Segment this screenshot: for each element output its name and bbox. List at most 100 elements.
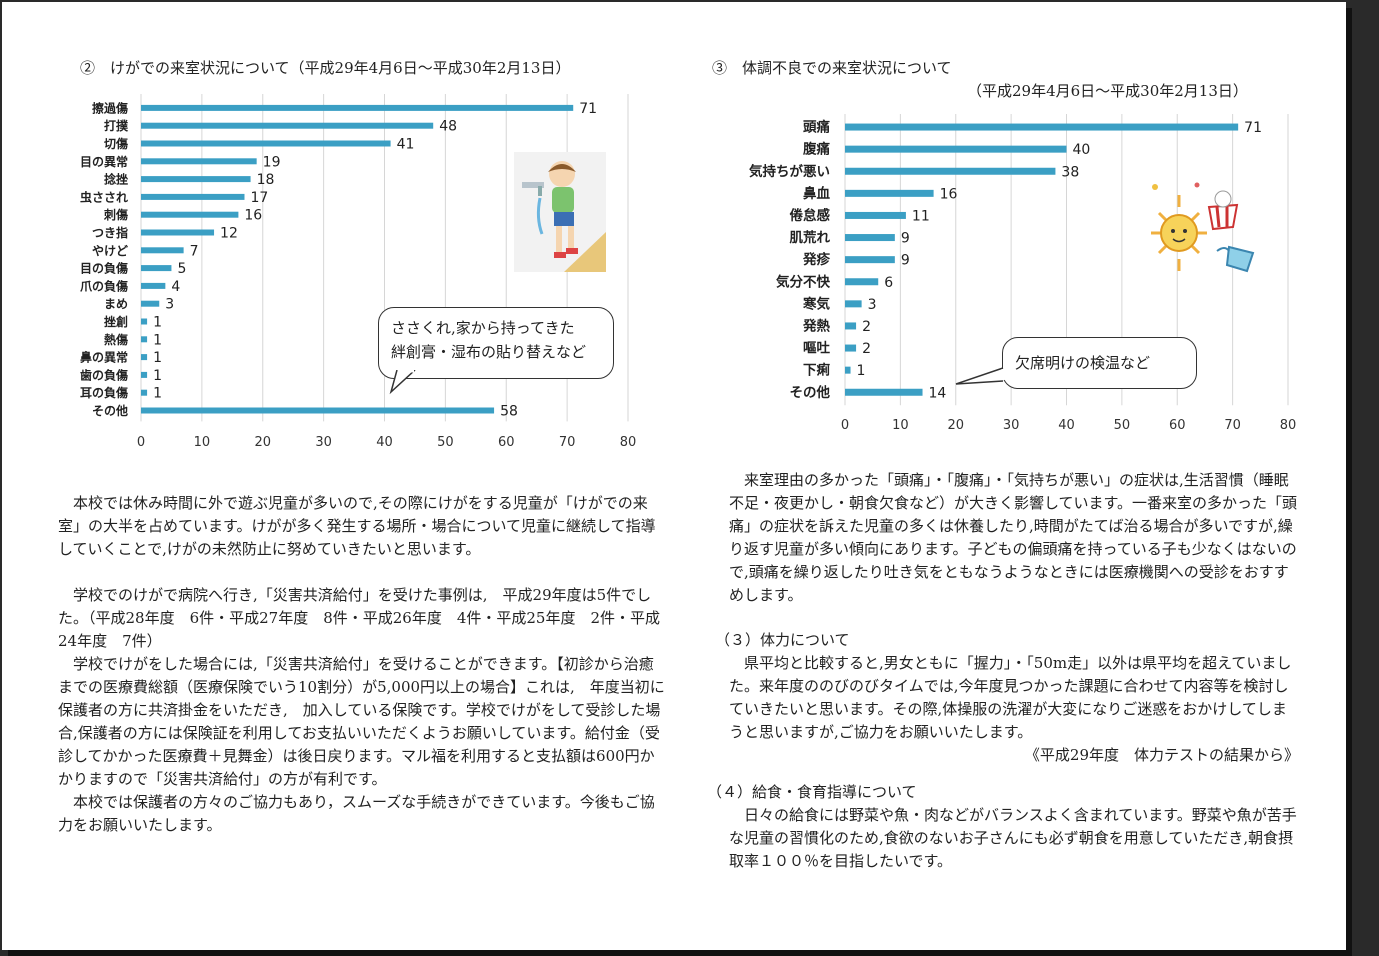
insurance-cases-paragraph: 学校でのけがで病院へ行き,「災害共済給付」を受けた事例は, 平成29年度は5件で… xyxy=(58,586,661,650)
x-tick-label: 30 xyxy=(1003,418,1020,433)
category-label: 熱傷 xyxy=(104,332,128,347)
bar xyxy=(141,371,148,378)
callout-line-2: 絆創膏・湿布の貼り替えなど xyxy=(391,343,587,361)
bar xyxy=(141,282,166,289)
bar xyxy=(141,229,215,236)
illness-paragraph: 来室理由の多かった「頭痛」・「腹痛」・「気持ちが悪い」の症状は,生活習慣（睡眠不… xyxy=(729,471,1298,604)
bar xyxy=(845,344,857,352)
data-label: 4 xyxy=(171,279,180,295)
injury-callout: ささくれ,家から持ってきた 絆創膏・湿布の貼り替えなど xyxy=(378,307,614,379)
bar xyxy=(141,104,574,111)
category-label: 嘔吐 xyxy=(803,341,831,357)
x-tick-label: 50 xyxy=(437,435,454,450)
bar xyxy=(141,211,239,218)
bar xyxy=(141,158,257,165)
data-label: 38 xyxy=(1061,164,1079,180)
x-tick-label: 30 xyxy=(315,435,332,450)
data-label: 9 xyxy=(901,231,910,247)
data-label: 58 xyxy=(500,404,518,420)
category-label: 腹痛 xyxy=(803,141,831,158)
bar xyxy=(845,366,851,374)
category-label: 気分不快 xyxy=(776,273,830,290)
category-label: 目の異常 xyxy=(80,154,128,169)
chart-illness-subtitle: （平成29年4月6日～平成30年2月13日） xyxy=(967,82,1248,100)
bar xyxy=(845,167,1056,175)
category-label: 捻挫 xyxy=(104,172,128,187)
data-label: 12 xyxy=(220,226,238,242)
x-tick-label: 20 xyxy=(254,435,271,450)
bar xyxy=(845,123,1239,131)
data-label: 71 xyxy=(1244,120,1262,136)
data-label: 18 xyxy=(257,172,275,188)
data-label: 71 xyxy=(579,101,597,117)
child-washing-illustration xyxy=(514,152,606,272)
category-label: 下痢 xyxy=(803,362,831,379)
callout-tail xyxy=(389,370,416,395)
category-label: その他 xyxy=(790,384,831,401)
data-label: 1 xyxy=(153,386,162,402)
category-label: 鼻の異常 xyxy=(80,350,128,365)
data-label: 11 xyxy=(912,208,930,224)
illness-callout: 欠席明けの検温など xyxy=(1002,337,1197,389)
x-tick-label: 80 xyxy=(620,435,637,450)
data-label: 40 xyxy=(1073,142,1091,158)
chart-illness: 0 10 20 30 40 50 60 70 80 頭痛 71 腹痛 40 気持ちが悪い 38 鼻血 16 倦怠感… xyxy=(722,114,1312,439)
data-label: 48 xyxy=(439,119,457,135)
x-tick-label: 10 xyxy=(194,435,211,450)
bar xyxy=(141,176,251,183)
bar xyxy=(141,318,148,325)
category-label: 気持ちが悪い xyxy=(749,163,830,180)
data-label: 2 xyxy=(862,319,871,335)
bar xyxy=(141,407,495,414)
bar xyxy=(845,300,862,308)
bar xyxy=(845,145,1067,153)
data-label: 6 xyxy=(884,275,893,291)
cooperation-paragraph: 本校では保護者の方々のご協力もあり，スムーズな手続きができています。今後もご協力… xyxy=(58,793,655,834)
section-3-title: （３）体力について xyxy=(715,631,850,649)
bar xyxy=(141,247,184,254)
callout-line-1: ささくれ,家から持ってきた xyxy=(391,319,575,337)
category-label: 挫創 xyxy=(104,314,128,329)
category-label: まめ xyxy=(104,297,128,311)
data-label: 14 xyxy=(929,385,947,401)
right-text-block: 来室理由の多かった「頭痛」・「腹痛」・「気持ちが悪い」の症状は,生活習慣（睡眠不… xyxy=(707,469,1299,873)
data-label: 1 xyxy=(857,363,866,379)
category-label: つき指 xyxy=(92,225,128,240)
bar xyxy=(141,300,160,307)
bar xyxy=(845,256,895,264)
category-label: 切傷 xyxy=(104,136,128,151)
bar xyxy=(845,322,857,330)
illness-callout-tail xyxy=(955,367,1005,385)
data-label: 1 xyxy=(153,332,162,348)
x-tick-label: 80 xyxy=(1280,418,1297,433)
injury-paragraph: 本校では休み時間に外で遊ぶ児童が多いので,その際にけがをする児童が「けがでの来室… xyxy=(58,494,656,558)
x-tick-label: 0 xyxy=(841,418,849,433)
x-tick-label: 50 xyxy=(1114,418,1131,433)
x-tick-label: 40 xyxy=(1058,418,1075,433)
data-label: 41 xyxy=(397,137,415,153)
bar xyxy=(845,189,934,197)
category-label: 爪の負傷 xyxy=(80,278,128,293)
chart-injury: 0 10 20 30 40 50 60 70 80 擦過傷 71 打撲 48 切傷 41 目の異常 19 捻挫 18… xyxy=(62,94,662,456)
x-tick-label: 60 xyxy=(498,435,515,450)
category-label: やけど xyxy=(92,244,128,258)
category-label: 発熱 xyxy=(802,317,831,334)
category-label: 耳の負傷 xyxy=(80,385,128,400)
chart-illness-title: ③ 体調不良での来室状況について xyxy=(712,59,952,77)
data-label: 19 xyxy=(263,154,281,170)
data-label: 5 xyxy=(177,261,186,277)
data-label: 2 xyxy=(862,341,871,357)
data-label: 3 xyxy=(868,297,877,313)
data-label: 1 xyxy=(153,368,162,384)
bar xyxy=(141,140,391,147)
x-tick-label: 0 xyxy=(137,435,145,450)
x-tick-label: 10 xyxy=(892,418,909,433)
x-tick-label: 20 xyxy=(947,418,964,433)
bar xyxy=(845,388,923,396)
category-label: 打撲 xyxy=(104,118,129,133)
bar xyxy=(141,122,434,129)
category-label: 寒気 xyxy=(803,295,831,312)
bar xyxy=(141,265,172,272)
category-label: 虫さされ xyxy=(80,189,128,204)
x-tick-label: 60 xyxy=(1169,418,1186,433)
